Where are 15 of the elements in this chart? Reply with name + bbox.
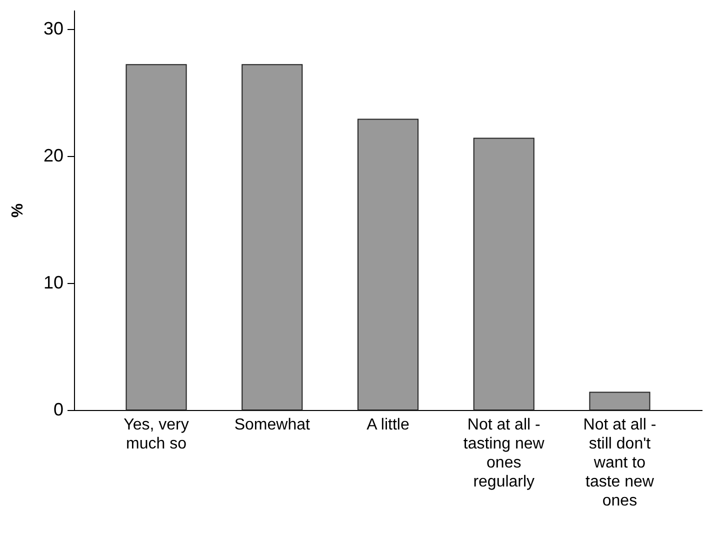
bar — [589, 392, 650, 410]
x-tick-label: Yes, very much so — [124, 416, 189, 452]
x-tick-label: A little — [366, 416, 410, 434]
y-tick-label: 30 — [43, 18, 64, 39]
y-tick-label: 10 — [43, 272, 64, 293]
bar — [242, 64, 303, 410]
x-tick-label: Not at all - still don't want to taste new ones — [583, 416, 656, 510]
y-tick-label: 0 — [53, 400, 64, 420]
bar — [473, 138, 534, 410]
x-tick-label: Somewhat — [234, 416, 310, 434]
y-tick-label: 20 — [43, 146, 64, 166]
bar — [357, 118, 419, 410]
x-tick-label: Not at all - tasting new ones regularly — [463, 416, 545, 490]
bar — [126, 64, 187, 410]
y-axis-title: % — [9, 203, 26, 218]
